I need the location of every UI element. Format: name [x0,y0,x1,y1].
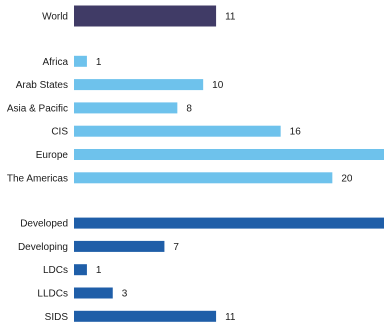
category-label-lldcs: LLDCs [37,289,68,300]
bar-world [74,5,217,27]
value-label-africa: 1 [96,57,102,68]
value-label-ldcs: 1 [96,265,102,276]
value-label-sids: 11 [225,312,236,323]
bar-africa [74,55,87,67]
bar-developed [74,217,384,229]
category-label-africa: Africa [42,57,68,68]
category-label-cis: CIS [51,127,68,138]
category-label-developed: Developed [20,219,68,230]
bar-ldcs [74,264,87,276]
category-label-developing: Developing [18,242,68,253]
category-label-the-americas: The Americas [7,173,68,184]
bar-developing [74,240,165,252]
bar-cis [74,125,281,137]
value-label-developing: 7 [173,242,179,253]
value-label-cis: 16 [290,127,302,138]
bar-the-americas [74,172,333,184]
value-label-lldcs: 3 [122,289,128,300]
bar-lldcs [74,287,113,299]
value-label-the-americas: 20 [341,173,353,184]
bar-arab-states [74,79,204,91]
category-label-sids: SIDS [45,312,69,323]
bar-sids [74,310,217,322]
bar-europe [74,149,384,160]
value-label-world: 11 [225,12,236,23]
value-label-asia-pacific: 8 [186,103,192,114]
category-label-asia-pacific: Asia & Pacific [7,103,68,114]
value-label-arab-states: 10 [212,80,224,91]
category-label-arab-states: Arab States [16,80,68,91]
bar-asia-pacific [74,102,178,114]
category-label-europe: Europe [36,150,69,161]
category-label-ldcs: LDCs [43,265,68,276]
category-label-world: World [42,12,68,23]
